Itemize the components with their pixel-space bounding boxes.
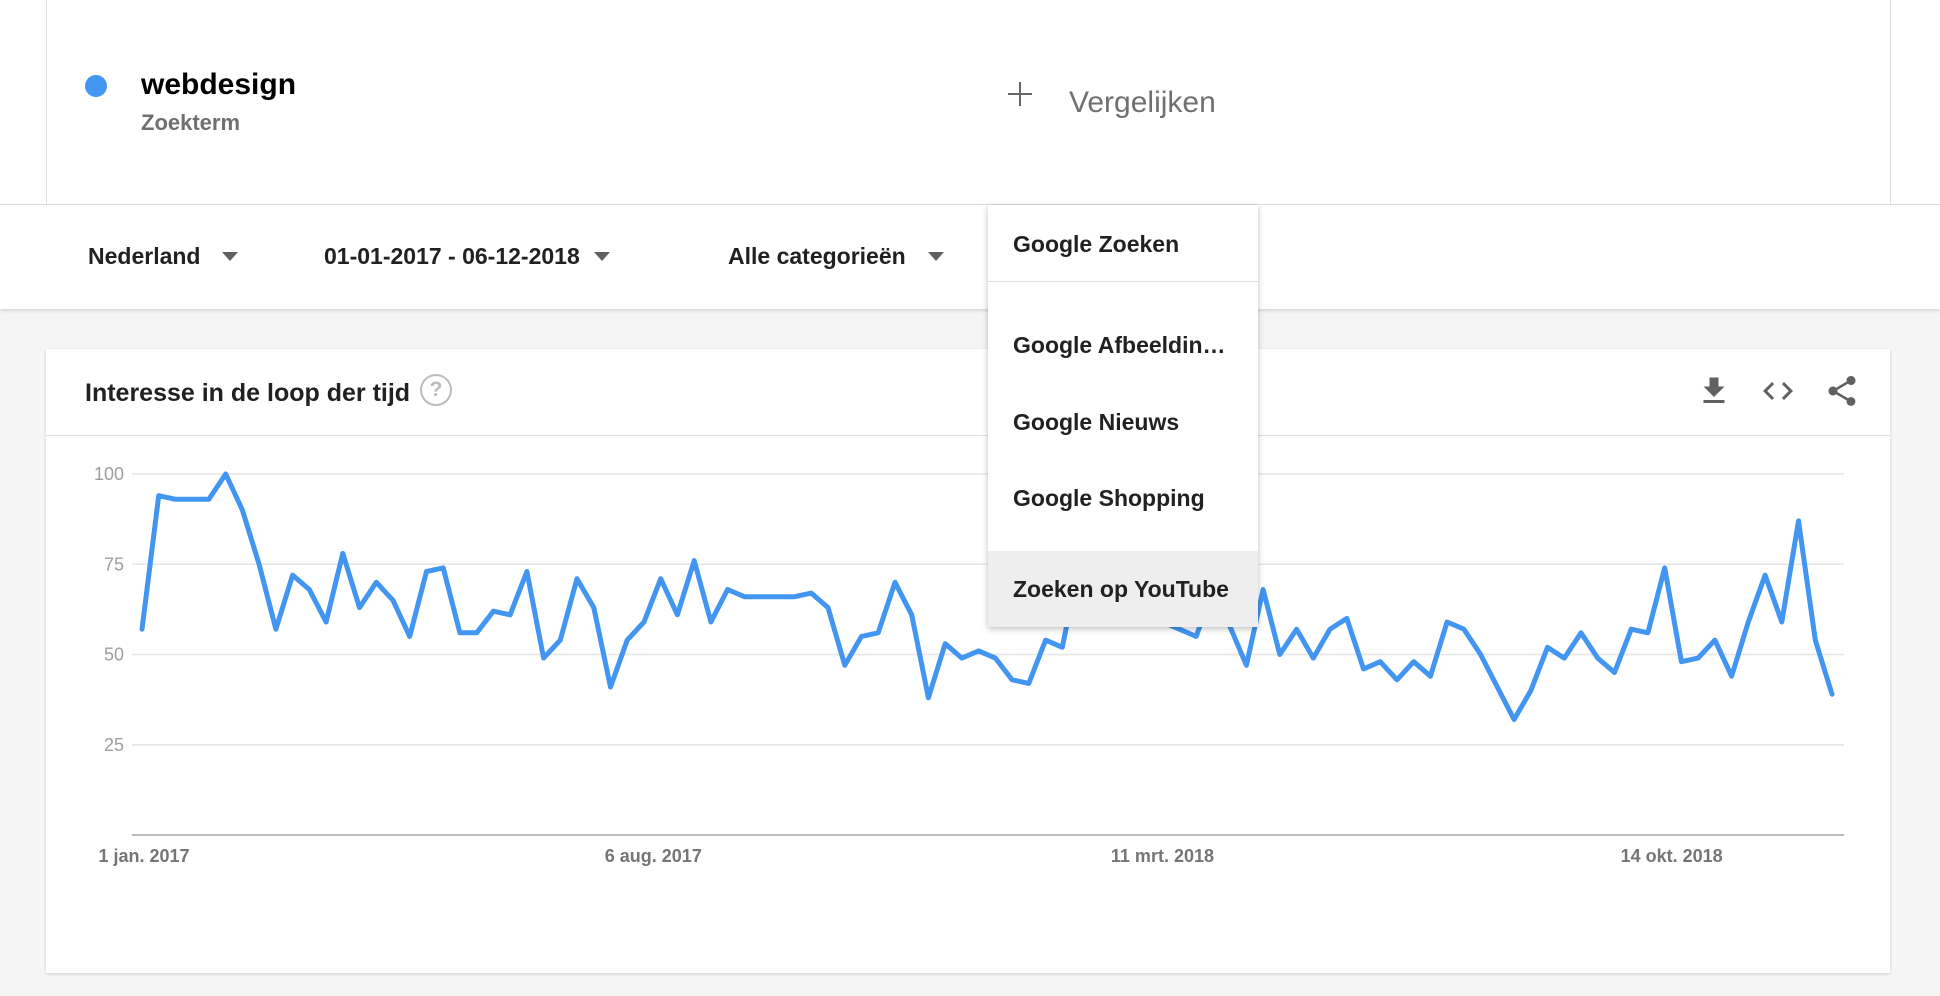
plus-icon[interactable] xyxy=(1008,82,1032,106)
daterange-filter-label: 01-01-2017 - 06-12-2018 xyxy=(324,243,580,269)
term-type: Zoekterm xyxy=(141,110,241,135)
help-icon[interactable]: ? xyxy=(420,374,452,406)
region-filter[interactable]: Nederland xyxy=(88,243,239,270)
share-icon[interactable] xyxy=(1824,373,1860,409)
daterange-filter[interactable]: 01-01-2017 - 06-12-2018 xyxy=(324,243,610,270)
caret-down-icon xyxy=(222,252,239,261)
interest-over-time-card: Interesse in de loop der tijd ? 25 50 75 10… xyxy=(46,349,1890,973)
term-color-dot xyxy=(85,75,107,97)
compare-card[interactable]: Vergelijken xyxy=(968,0,1891,204)
card-header: Interesse in de loop der tijd ? xyxy=(46,349,1890,436)
x-tick-label: 6 aug. 2017 xyxy=(605,846,702,866)
category-filter-label: Alle categorieën xyxy=(728,243,906,269)
dropdown-option-selected[interactable]: Google Zoeken xyxy=(988,206,1258,282)
compare-label[interactable]: Vergelijken xyxy=(1069,86,1216,119)
dropdown-option-youtube[interactable]: Zoeken op YouTube xyxy=(988,551,1258,627)
y-axis-ticks: 25 50 75 100 xyxy=(94,464,124,755)
caret-down-icon xyxy=(927,252,944,261)
dropdown-option-news[interactable]: Google Nieuws xyxy=(1013,409,1180,435)
category-filter[interactable]: Alle categorieën xyxy=(728,243,944,270)
embed-code-icon[interactable] xyxy=(1760,373,1796,409)
y-tick-label: 100 xyxy=(94,464,124,484)
term-name[interactable]: webdesign xyxy=(141,68,297,101)
search-term-card[interactable]: webdesign Zoekterm xyxy=(46,0,970,204)
x-tick-label: 1 jan. 2017 xyxy=(98,846,189,866)
x-tick-label: 14 okt. 2018 xyxy=(1621,846,1723,866)
region-filter-label: Nederland xyxy=(88,243,201,269)
caret-down-icon xyxy=(593,252,610,261)
download-icon[interactable] xyxy=(1696,373,1732,409)
y-tick-label: 75 xyxy=(104,554,124,574)
search-term-bar: webdesign Zoekterm Vergelijken xyxy=(0,0,1940,205)
x-tick-label: 11 mrt. 2018 xyxy=(1111,846,1214,866)
series-line-webdesign[interactable] xyxy=(139,471,1835,722)
chart-series xyxy=(139,471,1835,722)
y-tick-label: 25 xyxy=(104,735,124,755)
dropdown-option-shopping[interactable]: Google Shopping xyxy=(1013,485,1205,511)
filter-bar: Nederland 01-01-2017 - 06-12-2018 Alle c… xyxy=(0,205,1940,309)
interest-line-chart: 25 50 75 100 1 jan. 2017 6 aug. 2017 11 mrt. … xyxy=(94,464,1844,866)
card-title: Interesse in de loop der tijd xyxy=(85,379,411,407)
search-type-dropdown: Google Zoeken Google Afbeelding… Google … xyxy=(988,205,1258,627)
x-axis-ticks: 1 jan. 2017 6 aug. 2017 11 mrt. 2018 14 okt… xyxy=(98,846,1722,866)
dropdown-option-images[interactable]: Google Afbeelding… xyxy=(1013,332,1240,358)
y-tick-label: 50 xyxy=(104,645,124,665)
